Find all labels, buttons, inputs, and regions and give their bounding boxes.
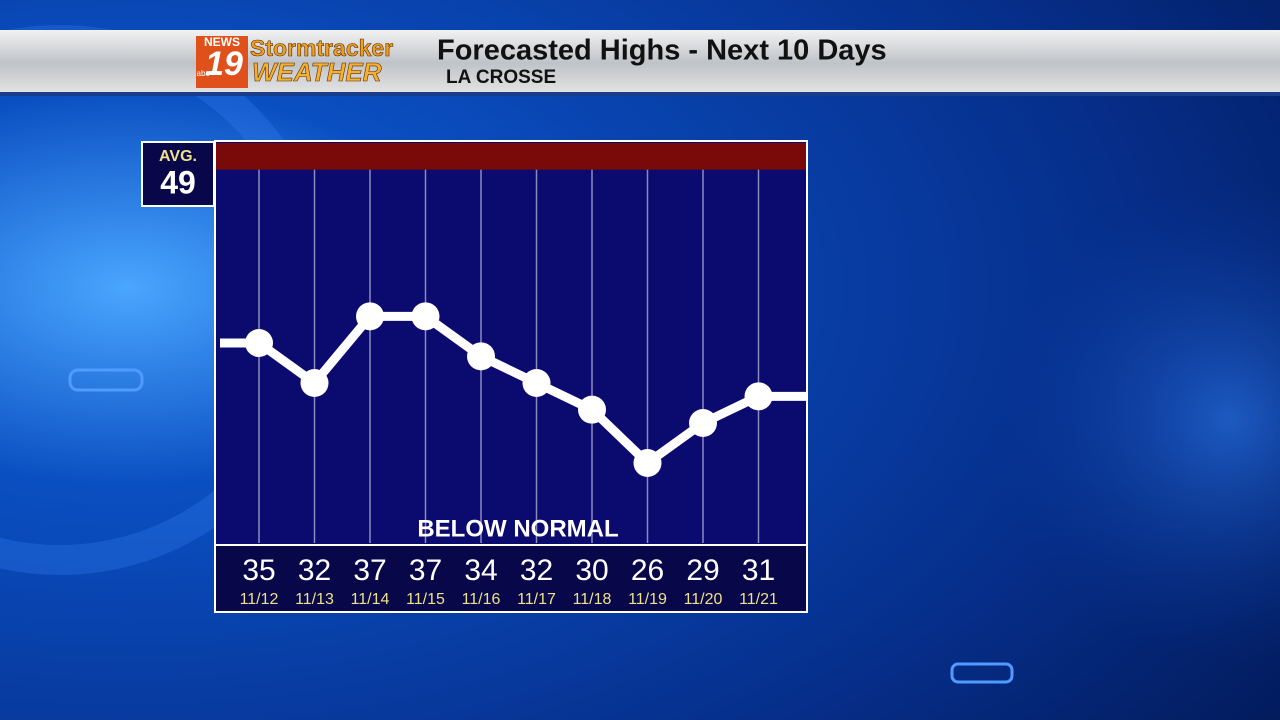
data-point bbox=[744, 382, 773, 411]
pill-decoration bbox=[68, 368, 144, 392]
data-point bbox=[633, 449, 662, 477]
data-point bbox=[467, 342, 495, 371]
date-label: 11/21 bbox=[739, 591, 778, 608]
header-rule bbox=[0, 92, 1280, 96]
date-label: 11/20 bbox=[684, 591, 723, 608]
date-label: 11/15 bbox=[406, 591, 445, 608]
data-point bbox=[411, 302, 440, 331]
data-point bbox=[578, 395, 606, 424]
value-strip bbox=[214, 544, 808, 613]
data-point bbox=[300, 369, 329, 397]
value-label: 31 bbox=[742, 554, 775, 587]
date-label: 11/19 bbox=[628, 591, 667, 608]
date-label: 11/18 bbox=[573, 591, 612, 608]
logo-brand: Stormtracker bbox=[250, 35, 393, 61]
value-label: 34 bbox=[464, 554, 497, 587]
logo-network: abc bbox=[197, 69, 210, 78]
chart-subtitle: LA CROSSE bbox=[446, 67, 556, 88]
data-point bbox=[356, 302, 384, 331]
value-label: 35 bbox=[242, 554, 275, 587]
date-label: 11/14 bbox=[351, 591, 390, 608]
data-point bbox=[689, 409, 717, 437]
value-label: 37 bbox=[353, 554, 386, 587]
plot: BELOW NORMAL 35 11/12 32 11/13 37 11/14 37 11/15… bbox=[216, 143, 806, 608]
date-label: 11/17 bbox=[517, 591, 556, 608]
logo-badge bbox=[196, 36, 248, 88]
value-label: 26 bbox=[631, 554, 664, 587]
data-point bbox=[522, 369, 551, 397]
value-label: 30 bbox=[575, 554, 608, 587]
date-label: 11/12 bbox=[240, 591, 279, 608]
annotation: BELOW NORMAL bbox=[417, 515, 618, 542]
temperature-line bbox=[256, 311, 761, 468]
average-box bbox=[141, 141, 215, 207]
value-label: 32 bbox=[520, 554, 553, 587]
value-label: 32 bbox=[298, 554, 331, 587]
globe-decoration bbox=[990, 180, 1280, 660]
average-label: AVG. bbox=[159, 148, 197, 165]
logo-top: NEWS bbox=[204, 35, 240, 49]
chart-title: Forecasted Highs - Next 10 Days bbox=[437, 35, 887, 67]
value-label: 37 bbox=[409, 554, 442, 587]
pill-decoration bbox=[950, 662, 1014, 684]
logo-number: 19 bbox=[205, 45, 243, 83]
average-value: 49 bbox=[160, 164, 196, 200]
date-label: 11/16 bbox=[462, 591, 501, 608]
data-point bbox=[245, 329, 273, 357]
logo-sub: WEATHER bbox=[252, 57, 382, 87]
average-band bbox=[216, 143, 806, 170]
value-label: 29 bbox=[686, 554, 719, 587]
date-label: 11/13 bbox=[295, 591, 334, 608]
